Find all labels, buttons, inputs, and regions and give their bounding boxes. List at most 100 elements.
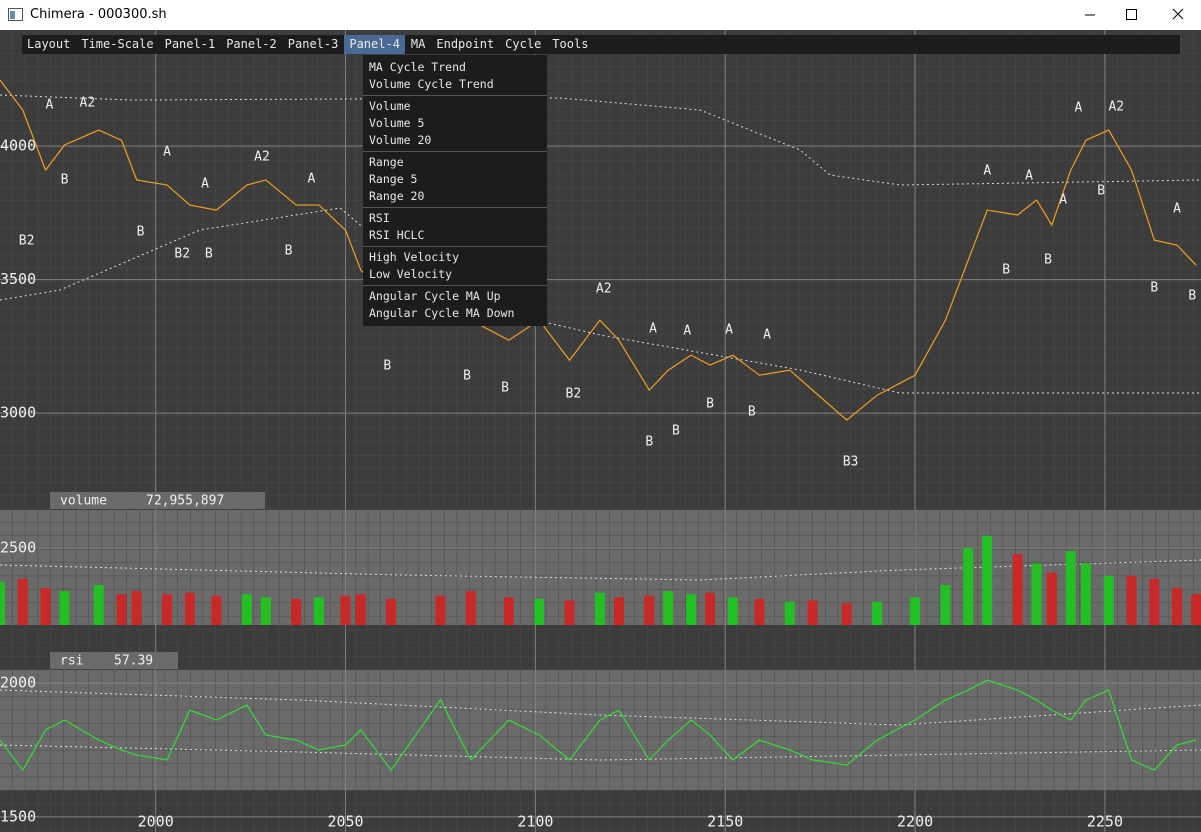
volume-ma bbox=[0, 559, 1201, 581]
rsi-upper bbox=[0, 689, 1201, 726]
cycle-annotation: A bbox=[683, 324, 691, 339]
volume-bar bbox=[93, 585, 104, 625]
cycle-annotation: B2 bbox=[174, 246, 190, 261]
dropdown-item[interactable]: MA Cycle Trend bbox=[369, 60, 466, 74]
cycle-annotation: B bbox=[748, 405, 756, 420]
dropdown-item[interactable]: Low Velocity bbox=[369, 267, 453, 281]
x-tick-label: 2000 bbox=[138, 813, 174, 831]
volume-bar bbox=[1065, 551, 1076, 625]
volume-value: 72,955,897 bbox=[146, 494, 224, 509]
dropdown-item[interactable]: Angular Cycle MA Down bbox=[369, 306, 515, 320]
price-ma-line bbox=[0, 79, 1197, 421]
volume-bar bbox=[910, 597, 921, 625]
volume-bar bbox=[564, 600, 575, 625]
cycle-annotation: A bbox=[983, 164, 991, 179]
cycle-annotation: B bbox=[61, 172, 69, 187]
separator bbox=[363, 207, 547, 208]
dropdown-menu: MA Cycle Trend Volume Cycle Trend Volume Vo… bbox=[363, 55, 547, 326]
volume-bar bbox=[644, 595, 655, 625]
volume-bar bbox=[686, 594, 697, 625]
cycle-annotation: A bbox=[163, 144, 171, 159]
separator bbox=[363, 246, 547, 247]
dropdown-item[interactable]: Volume 20 bbox=[369, 133, 432, 147]
cycle-annotation: A2 bbox=[596, 282, 612, 297]
volume-bar bbox=[162, 594, 173, 625]
volume-bar bbox=[841, 603, 852, 625]
volume-bar bbox=[40, 588, 51, 625]
dropdown-item[interactable]: Angular Cycle MA Up bbox=[369, 289, 501, 303]
cycle-annotation: A bbox=[1173, 202, 1181, 217]
dropdown-item[interactable]: Volume 5 bbox=[369, 116, 425, 130]
volume-bar bbox=[872, 601, 883, 625]
window-controls[interactable] bbox=[1080, 0, 1190, 30]
cycle-annotation: A bbox=[763, 328, 771, 343]
menu-item[interactable]: MA bbox=[410, 37, 426, 51]
volume-bar bbox=[503, 597, 514, 625]
cycle-annotation: B bbox=[1150, 281, 1158, 296]
volume-bar bbox=[754, 598, 765, 625]
app-icon bbox=[8, 8, 23, 21]
menu-item[interactable]: Panel-4 bbox=[344, 35, 405, 54]
volume-bar bbox=[260, 597, 271, 625]
cycle-annotation: B bbox=[383, 359, 391, 374]
menu-item[interactable]: Panel-1 bbox=[164, 37, 216, 51]
volume-bar bbox=[340, 595, 351, 625]
x-tick-label: 2100 bbox=[517, 813, 553, 831]
volume-bar bbox=[1191, 594, 1201, 625]
volume-bar bbox=[184, 592, 195, 625]
cycle-annotation: A bbox=[307, 172, 315, 187]
menu-item[interactable]: Panel-2 bbox=[226, 37, 277, 51]
dropdown-item[interactable]: Volume bbox=[369, 99, 411, 113]
cycle-annotation: A2 bbox=[254, 150, 270, 165]
menu-item[interactable]: Panel-3 bbox=[287, 37, 339, 51]
x-tick-label: 2050 bbox=[327, 813, 363, 831]
volume-bar bbox=[355, 594, 366, 625]
dropdown-item[interactable]: RSI HCLC bbox=[369, 228, 425, 242]
cycle-annotation: B3 bbox=[843, 455, 859, 470]
menu-bar: Layout Time-Scale Panel-1 Panel-2 Panel-3 Pan… bbox=[22, 35, 1180, 54]
cycle-annotation: B2 bbox=[566, 387, 582, 402]
volume-bar bbox=[807, 600, 818, 625]
volume-bar bbox=[1149, 578, 1160, 625]
cycle-annotation: B bbox=[137, 225, 145, 240]
dropdown-item[interactable]: Range bbox=[369, 155, 404, 169]
cycle-annotation: B bbox=[672, 423, 680, 438]
menu-item[interactable]: Cycle bbox=[505, 37, 542, 51]
rsi-label: rsi bbox=[60, 654, 83, 669]
volume-bar bbox=[663, 591, 674, 625]
volume-bar bbox=[963, 548, 974, 625]
volume-bar bbox=[1103, 575, 1114, 625]
cycle-annotation: A bbox=[649, 321, 657, 336]
window-title: Chimera - 000300.sh bbox=[30, 7, 167, 22]
cycle-annotation: B bbox=[463, 368, 471, 383]
volume-bar bbox=[940, 585, 951, 625]
x-tick-label: 2200 bbox=[897, 813, 933, 831]
volume-bar bbox=[465, 591, 476, 625]
cycle-annotation: B bbox=[205, 246, 213, 261]
dropdown-item[interactable]: High Velocity bbox=[369, 250, 460, 264]
menu-item[interactable]: Endpoint bbox=[436, 37, 495, 51]
x-tick-label: 2250 bbox=[1087, 813, 1123, 831]
volume-bar bbox=[1012, 554, 1023, 625]
menu-item[interactable]: Time-Scale bbox=[81, 37, 154, 51]
dropdown-item[interactable]: Volume Cycle Trend bbox=[369, 77, 494, 91]
cycle-annotation: B2 bbox=[19, 234, 35, 249]
volume-bar bbox=[594, 592, 605, 625]
volume-bar bbox=[17, 578, 28, 625]
dropdown-item[interactable]: Range 20 bbox=[369, 189, 425, 203]
rsi-lower bbox=[0, 744, 1201, 761]
dropdown-item[interactable]: Range 5 bbox=[369, 172, 418, 186]
dropdown-item[interactable]: RSI bbox=[369, 211, 390, 225]
y-tick-label: 3000 bbox=[0, 404, 36, 422]
upper-band bbox=[0, 94, 1201, 186]
menu-item[interactable]: Layout bbox=[27, 37, 71, 51]
minor-grid bbox=[0, 30, 1201, 832]
volume-bar bbox=[982, 535, 993, 625]
volume-bar bbox=[1031, 563, 1042, 625]
menu-item[interactable]: Tools bbox=[552, 37, 589, 51]
title-bar: Chimera - 000300.sh bbox=[0, 0, 1201, 30]
separator bbox=[363, 285, 547, 286]
cycle-annotation: B bbox=[285, 244, 293, 259]
